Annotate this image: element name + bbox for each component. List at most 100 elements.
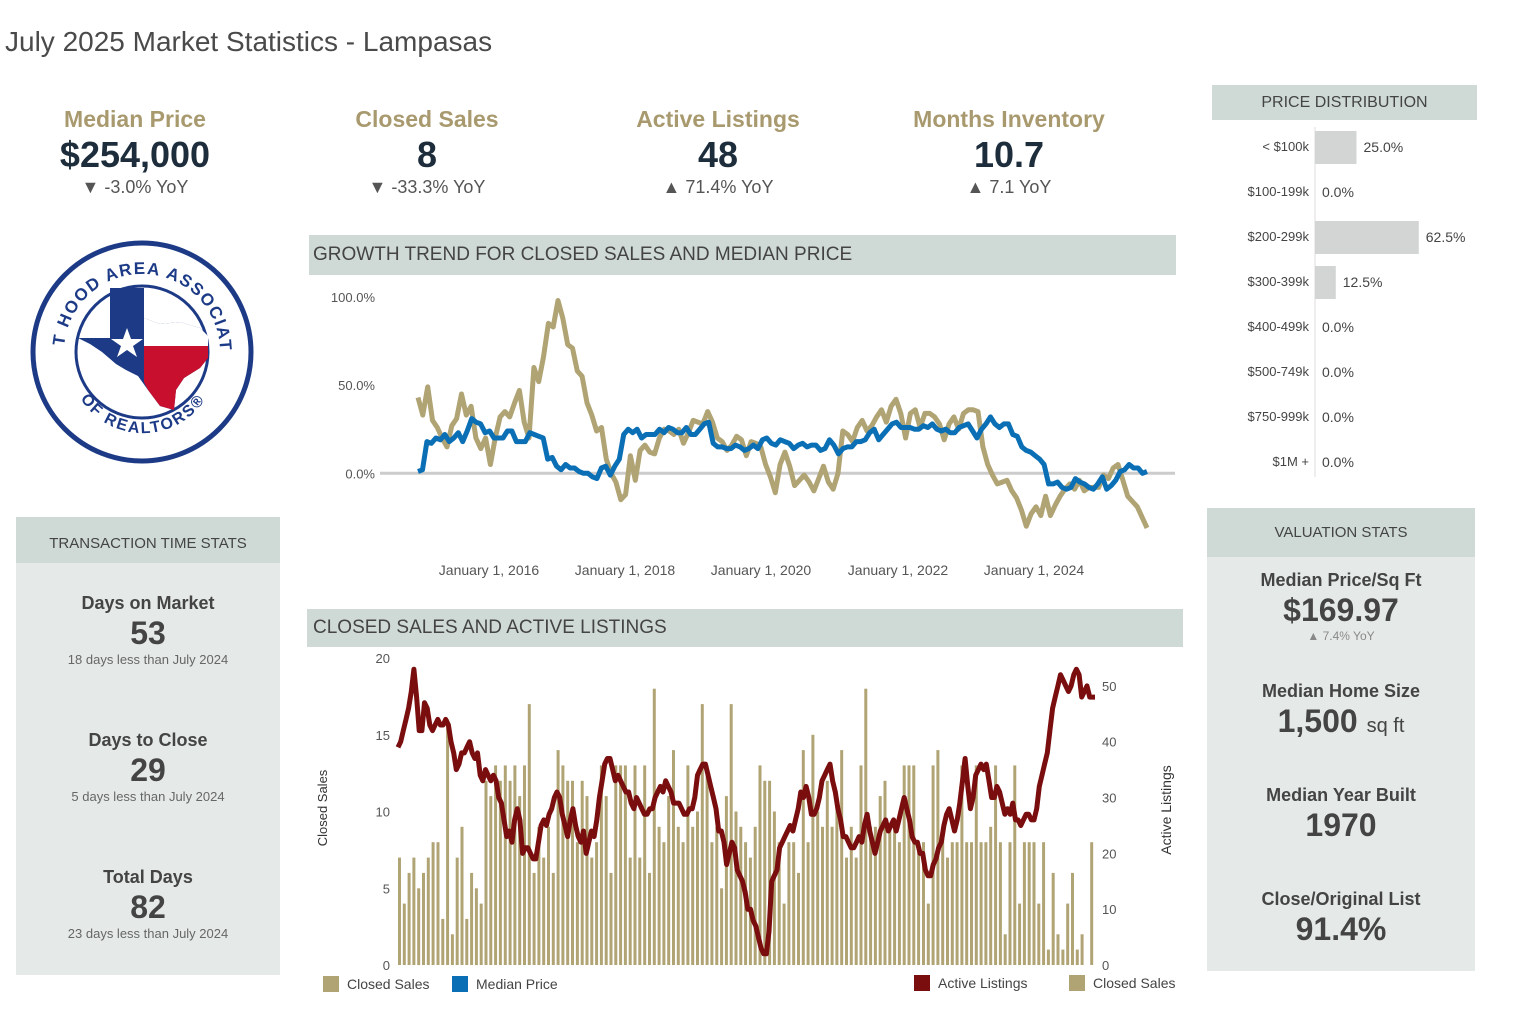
closed-sales-bar: [926, 903, 930, 965]
closed-sales-bar: [532, 872, 536, 965]
kpi-closed-sales: Closed Sales 8 ▼ -33.3% YoY: [307, 106, 547, 198]
star-icon: [111, 328, 143, 357]
closed-sales-bar: [946, 857, 949, 965]
closed-sales-bar: [772, 811, 776, 965]
closed-sales-bar: [902, 765, 906, 965]
closed-sales-bar: [460, 826, 464, 965]
legend-closed-sales-2: Closed Sales: [1069, 975, 1176, 991]
closed-sales-bar: [575, 842, 579, 965]
days-to-close-stat: Days to Close 29 5 days less than July 2…: [16, 730, 280, 804]
legend-swatch: [323, 976, 339, 992]
closed-sales-bar: [720, 888, 724, 966]
x-tick-label: January 1, 2016: [439, 562, 540, 578]
closed-sales-bar: [498, 780, 502, 965]
kpi-label: Months Inventory: [913, 106, 1105, 132]
stat-value: 82: [130, 889, 166, 925]
closed-sales-bar: [537, 826, 541, 965]
closed-sales-bar: [907, 765, 911, 965]
y-tick-label: 100.0%: [331, 290, 376, 305]
closed-sales-bar: [859, 765, 863, 965]
closed-sales-bar: [417, 888, 421, 966]
association-logo: FORT HOOD AREA ASSOCIATION OF REALTORS®: [30, 240, 254, 464]
stat-value: $169.97: [1283, 592, 1399, 628]
closed-sales-bar: [599, 765, 603, 965]
growth-chart: 100.0% 50.0% 0.0% January 1, 2016 January 1,…: [331, 290, 1175, 578]
closed-sales-bar: [503, 765, 507, 965]
closed-sales-bar: [897, 842, 901, 965]
closed-sales-bar: [657, 826, 661, 965]
closed-sales-bar: [402, 903, 406, 965]
closed-sales-bar: [811, 734, 815, 966]
transaction-time-header: TRANSACTION TIME STATS: [16, 517, 280, 563]
closed-sales-bar: [446, 719, 450, 965]
closed-sales-bar: [426, 857, 430, 965]
kpi-label: Active Listings: [636, 106, 800, 132]
stat-note: 18 days less than July 2024: [67, 652, 229, 667]
stat-label: Total Days: [103, 867, 193, 887]
closed-sales-bar: [950, 842, 954, 965]
pd-category-label: $750-999k: [1248, 409, 1310, 424]
closed-sales-bar: [758, 765, 762, 965]
closed-sales-bar: [965, 842, 969, 965]
closed-sales-bar: [792, 842, 796, 965]
stat-value: 1970: [1305, 807, 1377, 843]
closed-sales-bar: [830, 826, 834, 965]
closed-sales-bar: [1042, 842, 1046, 965]
stat-note: 23 days less than July 2024: [67, 926, 229, 941]
x-tick-label: January 1, 2018: [575, 562, 676, 578]
texas-shape-icon: [78, 288, 208, 410]
closed-sales-bar: [489, 796, 493, 965]
right-axis-tick: 20: [1102, 846, 1116, 861]
closed-sales-bar: [518, 796, 522, 965]
legend-median-price: Median Price: [452, 976, 558, 992]
left-axis-tick: 5: [383, 881, 390, 896]
legend-swatch: [452, 976, 468, 992]
closed-sales-bar: [849, 826, 853, 965]
closed-sales-bar: [700, 704, 704, 965]
closed-sales-bar: [623, 765, 627, 965]
growth-chart-title: GROWTH TREND FOR CLOSED SALES AND MEDIAN…: [309, 235, 1176, 275]
closed-sales-bar: [1071, 872, 1074, 965]
right-axis-label: Active Listings: [1158, 765, 1174, 854]
closed-sales-bar: [1066, 903, 1070, 965]
legend-label: Closed Sales: [347, 976, 430, 992]
closed-sales-bar: [1080, 934, 1084, 965]
stat-value: 29: [130, 752, 166, 788]
closed-sales-bar: [787, 842, 791, 965]
closed-sales-bar: [566, 780, 570, 965]
pd-value-label: 62.5%: [1426, 229, 1466, 245]
closed-sales-bar: [465, 918, 469, 965]
right-axis-tick: 0: [1102, 958, 1109, 970]
left-axis-label: Closed Sales: [315, 769, 330, 846]
y-tick-label: 0.0%: [345, 466, 375, 481]
closed-sales-bar: [974, 765, 978, 965]
kpi-active-listings: Active Listings 48 ▲ 71.4% YoY: [598, 106, 838, 198]
left-axis-tick: 0: [383, 958, 390, 970]
days-on-market-stat: Days on Market 53 18 days less than July…: [16, 593, 280, 667]
closed-sales-bar: [523, 765, 526, 965]
closed-sales-bar: [739, 826, 743, 965]
closed-sales-bar: [676, 826, 680, 965]
median-price-sqft-stat: Median Price/Sq Ft $169.97 ▲ 7.4% YoY: [1207, 570, 1475, 643]
closed-sales-bar: [667, 796, 671, 965]
closed-sales-bar: [585, 796, 589, 965]
closed-sales-bar: [1090, 842, 1094, 965]
closed-sales-bar: [590, 857, 594, 965]
price-distribution-header: PRICE DISTRIBUTION: [1212, 85, 1477, 120]
closed-sales-bar: [580, 780, 584, 965]
legend-label: Closed Sales: [1093, 975, 1176, 991]
pd-category-label: < $100k: [1262, 139, 1309, 154]
closed-sales-bar: [955, 842, 959, 965]
closed-sales-bar: [474, 888, 478, 966]
closed-sales-bar: [816, 811, 820, 965]
closed-sales-bar: [561, 765, 565, 965]
closed-sales-bar: [407, 872, 411, 965]
closed-sales-bar: [777, 842, 781, 965]
pd-value-label: 0.0%: [1322, 409, 1354, 425]
kpi-change: ▼ -3.0% YoY: [81, 177, 189, 197]
closed-sales-bar: [681, 842, 685, 965]
closed-sales-bar: [494, 765, 498, 965]
pd-value-label: 0.0%: [1322, 364, 1354, 380]
closed-sales-bar: [734, 811, 738, 965]
